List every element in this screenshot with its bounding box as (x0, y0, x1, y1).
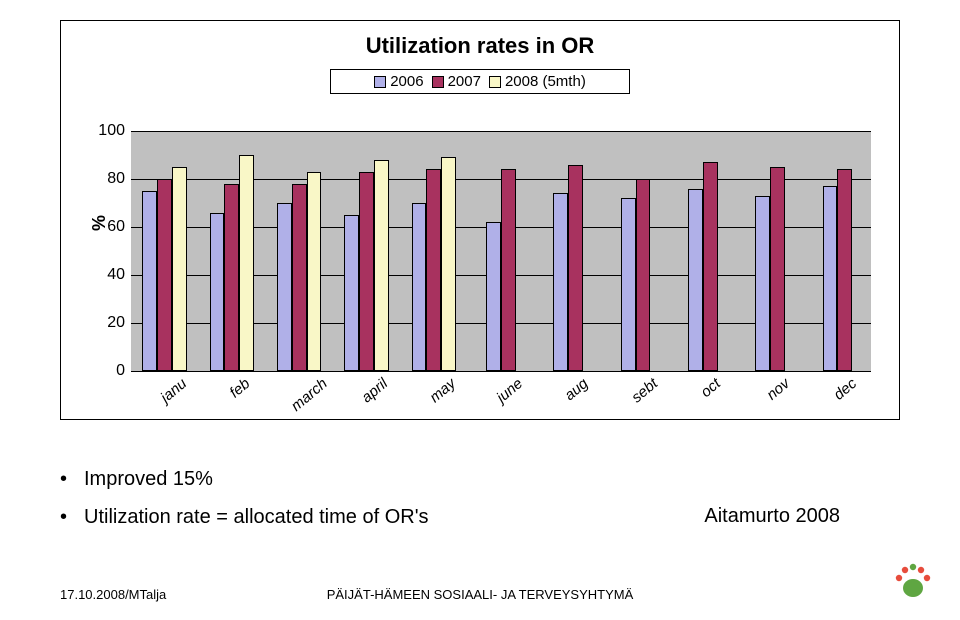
bar (688, 189, 703, 371)
y-tick-label: 100 (98, 122, 125, 140)
bar (553, 193, 568, 371)
category-group: oct (669, 131, 736, 371)
bar (210, 213, 225, 371)
legend-item: 2007 (432, 73, 481, 90)
category-group: nov (736, 131, 803, 371)
legend-swatch (432, 76, 444, 88)
bullet-text: Utilization rate = allocated time of OR'… (84, 498, 429, 536)
legend-swatch (489, 76, 501, 88)
bar (412, 203, 427, 371)
bar (568, 165, 583, 371)
bar (441, 157, 456, 371)
bar (224, 184, 239, 371)
category-group: may (400, 131, 467, 371)
x-tick-label: oct (697, 375, 723, 401)
bullet-dot-icon: • (60, 460, 84, 498)
bar (307, 172, 322, 371)
category-group: march (266, 131, 333, 371)
bar (292, 184, 307, 371)
citation: Aitamurto 2008 (704, 505, 840, 528)
category-group: feb (198, 131, 265, 371)
chart-legend: 2006 2007 2008 (5mth) (330, 69, 630, 94)
bullet-list: •Improved 15%•Utilization rate = allocat… (60, 460, 429, 536)
bar (157, 179, 172, 371)
y-tick-label: 80 (107, 170, 125, 188)
x-tick-label: march (288, 375, 331, 415)
y-tick-label: 60 (107, 218, 125, 236)
x-tick-label: aug (562, 375, 592, 404)
bar (344, 215, 359, 371)
legend-item: 2006 (374, 73, 423, 90)
category-group: sebt (602, 131, 669, 371)
category-group: june (467, 131, 534, 371)
category-group: april (333, 131, 400, 371)
category-group: dec (804, 131, 871, 371)
bar (142, 191, 157, 371)
legend-label: 2006 (390, 73, 423, 90)
bar (621, 198, 636, 371)
x-tick-label: sebt (628, 375, 661, 406)
bullet-item: •Improved 15% (60, 460, 429, 498)
bar (770, 167, 785, 371)
x-tick-label: janu (157, 375, 190, 406)
bullet-text: Improved 15% (84, 460, 213, 498)
legend-label: 2007 (448, 73, 481, 90)
legend-label: 2008 (5mth) (505, 73, 586, 90)
x-tick-label: april (359, 375, 392, 406)
legend-item: 2008 (5mth) (489, 73, 586, 90)
gridline (131, 371, 871, 372)
chart-title: Utilization rates in OR (61, 33, 899, 59)
y-tick-label: 40 (107, 266, 125, 284)
bar (837, 169, 852, 371)
bar (501, 169, 516, 371)
bar (486, 222, 501, 371)
x-tick-label: dec (831, 375, 860, 404)
bar (426, 169, 441, 371)
footer-center: PÄIJÄT-HÄMEEN SOSIAALI- JA TERVEYSYHTYMÄ (0, 587, 960, 602)
plot-area: 020406080100janufebmarchaprilmayjuneaugs… (131, 131, 871, 371)
bar (823, 186, 838, 371)
bar (703, 162, 718, 371)
bar (172, 167, 187, 371)
bullet-item: •Utilization rate = allocated time of OR… (60, 498, 429, 536)
category-group: aug (535, 131, 602, 371)
chart-panel: Utilization rates in OR 2006 2007 2008 (5m… (60, 20, 900, 420)
x-tick-label: nov (764, 375, 793, 404)
bar (239, 155, 254, 371)
bar (636, 179, 651, 371)
category-group: janu (131, 131, 198, 371)
x-tick-label: june (493, 375, 526, 406)
handprint-logo-icon (891, 558, 935, 602)
bar (277, 203, 292, 371)
bar (374, 160, 389, 371)
y-tick-label: 0 (116, 362, 125, 380)
bar (359, 172, 374, 371)
y-tick-label: 20 (107, 314, 125, 332)
legend-swatch (374, 76, 386, 88)
x-tick-label: may (426, 375, 459, 406)
x-tick-label: feb (226, 375, 253, 401)
bar (755, 196, 770, 371)
bullet-dot-icon: • (60, 498, 84, 536)
